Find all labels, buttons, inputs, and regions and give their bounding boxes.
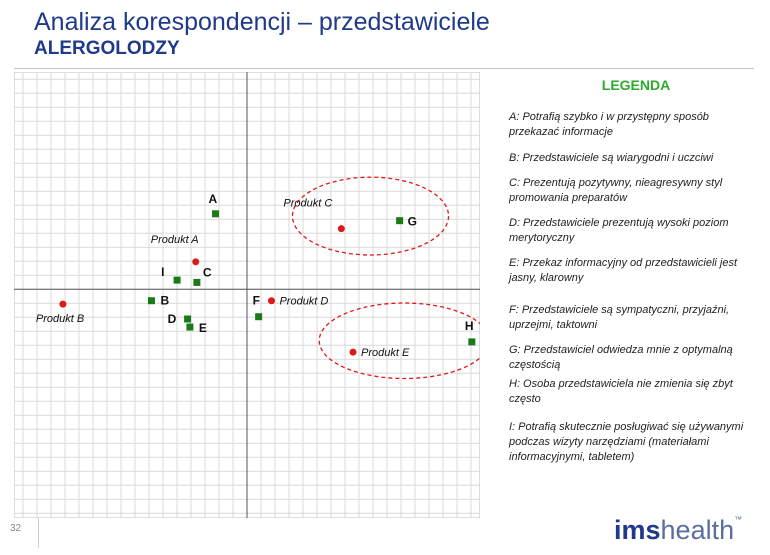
point-i [173, 276, 181, 284]
point-label-b: B [160, 294, 169, 308]
point-label-f: F [253, 294, 260, 308]
point-label-produkt-c: Produkt C [283, 198, 332, 210]
point-h [468, 338, 476, 346]
legend-item-c: C: Prezentują pozytywny, nieagresywny st… [509, 177, 723, 204]
legend-item-i: I: Potrafią skutecznie posługiwać się uż… [509, 421, 744, 463]
legend-item-f: F: Przedstawiciele są sympatyczni, przyj… [509, 304, 730, 331]
point-f [255, 313, 263, 321]
point-produkt-d [267, 297, 275, 305]
page-number-divider [38, 518, 39, 548]
legend-item-h: H: Osoba przedstawiciela nie zmienia się… [509, 378, 733, 405]
point-label-c: C [203, 265, 212, 279]
legend-item-b: B: Przedstawiciele są wiarygodni i uczci… [509, 152, 714, 164]
page-title: Analiza korespondencji – przedstawiciele [34, 8, 490, 36]
legend-item-d: D: Przedstawiciele prezentują wysoki poz… [509, 217, 729, 244]
point-a [212, 210, 220, 218]
legend-item-a: A: Potrafią szybko i w przystępny sposób… [509, 111, 709, 138]
page-number: 32 [10, 523, 22, 534]
point-g [396, 217, 404, 225]
point-label-g: G [408, 215, 417, 229]
point-produkt-b [59, 300, 67, 308]
legend-item-g: G: Przedstawiciel odwiedza mnie z optyma… [509, 344, 733, 371]
highlight-ellipse-2 [318, 302, 480, 380]
point-produkt-e [349, 348, 357, 356]
point-b [147, 297, 155, 305]
imshealth-logo: imshealth™ [614, 515, 743, 545]
point-produkt-c [337, 225, 345, 233]
point-label-produkt-a: Produkt A [151, 234, 199, 246]
legend-item-e: E: Przekaz informacyjny od przedstawicie… [509, 257, 738, 284]
point-c [193, 278, 201, 286]
legend-title: LEGENDA [601, 77, 671, 93]
point-label-i: I [161, 265, 164, 279]
point-label-e: E [199, 321, 207, 335]
point-e [186, 323, 194, 331]
correspondence-scatter-chart: A B C D E F G H I Produkt A Produkt B Produkt C Prod… [14, 72, 480, 518]
point-label-h: H [465, 319, 474, 333]
page-subtitle: ALERGOLODZY [34, 38, 180, 59]
title-divider [14, 68, 754, 69]
point-d [184, 315, 192, 323]
point-label-produkt-d: Produkt D [279, 296, 328, 308]
highlight-ellipse-1 [291, 176, 450, 256]
point-produkt-a [192, 258, 200, 266]
point-label-produkt-b: Produkt B [36, 313, 84, 325]
point-label-produkt-e: Produkt E [361, 347, 410, 359]
point-label-a: A [209, 192, 218, 206]
point-label-d: D [168, 312, 177, 326]
